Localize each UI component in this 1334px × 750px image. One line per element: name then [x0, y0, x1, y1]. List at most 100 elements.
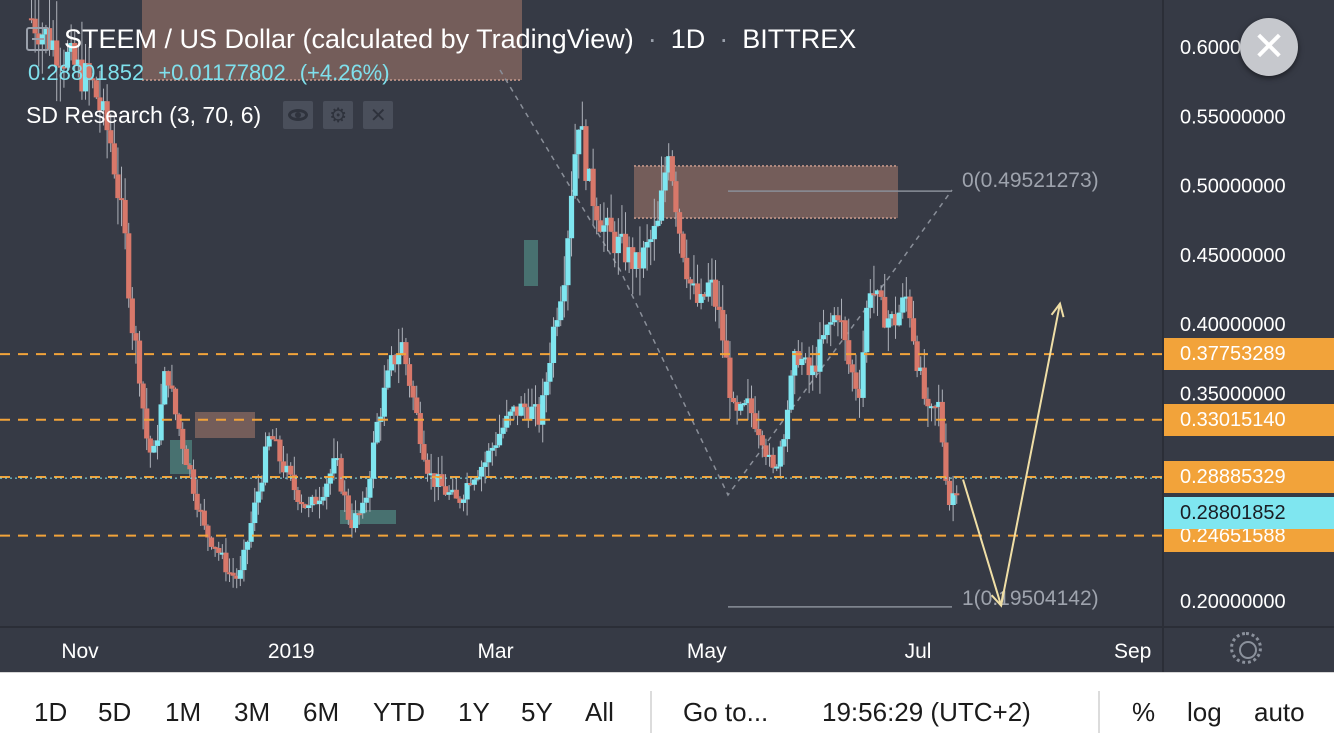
candle-down — [849, 364, 855, 373]
chart-settings-icon[interactable] — [1230, 632, 1262, 664]
candle-up — [540, 395, 546, 425]
candle-up — [774, 466, 780, 469]
candle-down — [622, 233, 629, 263]
candle-up — [219, 552, 225, 555]
candle-down — [93, 80, 99, 98]
candle-down — [183, 448, 189, 466]
candle-up — [370, 442, 377, 479]
candle-up — [388, 355, 395, 371]
candle-up — [666, 156, 672, 173]
candle-up — [507, 411, 513, 416]
range-all-button[interactable]: All — [585, 697, 614, 727]
candle-up — [619, 233, 625, 237]
candle-down — [907, 296, 913, 319]
candle-down — [118, 198, 125, 201]
gear-icon[interactable]: ⚙ — [323, 101, 354, 129]
candle-down — [748, 398, 755, 414]
candle-up — [864, 307, 870, 353]
candle-up — [50, 40, 56, 50]
candle-up — [615, 236, 621, 254]
candle-down — [147, 438, 153, 453]
range-5y-button[interactable]: 5Y — [521, 697, 553, 727]
candle-down — [723, 340, 729, 358]
candle-down — [694, 283, 701, 303]
candle-up — [244, 541, 251, 550]
interval-label[interactable]: 1D — [670, 23, 706, 54]
candle-down — [280, 461, 287, 473]
candle-up — [831, 315, 837, 323]
indicator-name[interactable]: SD Research (3, 70, 6) — [26, 101, 262, 128]
goto-date-button[interactable]: Go to... — [683, 697, 769, 727]
candle-up — [784, 409, 791, 440]
candle-down — [111, 143, 117, 175]
candle-down — [795, 351, 801, 366]
range-6m-button[interactable]: 6M — [303, 697, 340, 727]
price-change-percent: (+4.26%) — [299, 60, 390, 85]
candle-down — [172, 388, 179, 415]
chart-area[interactable]: 0(0.49521273) 1(0.19504142) 0.20000000 0.35… — [0, 0, 1334, 672]
candle-down — [594, 206, 600, 221]
candle-up — [496, 433, 503, 446]
range-1d-button[interactable]: 1D — [34, 697, 68, 727]
auto-scale-toggle[interactable]: auto — [1254, 697, 1305, 727]
candle-down — [424, 459, 431, 474]
y-axis-tick-label: 0.50000000 — [1180, 176, 1286, 198]
range-1m-button[interactable]: 1M — [165, 697, 202, 727]
candle-up — [306, 505, 312, 508]
clock-timezone[interactable]: 19:56:29 (UTC+2) — [822, 697, 1031, 727]
supply-zone — [142, 0, 522, 80]
candle-up — [601, 225, 607, 232]
candle-down — [921, 367, 927, 399]
candle-down — [208, 537, 215, 547]
candle-down — [583, 126, 589, 181]
candle-down — [216, 547, 222, 553]
candle-up — [874, 290, 881, 295]
candle-down — [842, 320, 848, 341]
eye-icon[interactable] — [283, 101, 314, 129]
range-1y-button[interactable]: 1Y — [458, 697, 490, 727]
candle-up — [482, 462, 488, 467]
percent-scale-toggle[interactable]: % — [1132, 697, 1156, 727]
y-axis-tick-label: 0.55000000 — [1180, 106, 1286, 128]
candle-up — [860, 352, 866, 398]
price-chart[interactable]: 0(0.49521273) 1(0.19504142) 0.20000000 0.35… — [0, 0, 1334, 672]
range-5d-button[interactable]: 5D — [98, 697, 132, 727]
candle-down — [597, 220, 603, 232]
candle-down — [115, 174, 121, 199]
candle-down — [61, 66, 67, 69]
candle-down — [525, 407, 531, 420]
candle-up — [644, 241, 650, 248]
candle-down — [187, 465, 193, 470]
fib-level-label: 0(0.49521273) — [962, 169, 1099, 192]
candle-up — [579, 126, 585, 130]
range-3m-button[interactable]: 3M — [234, 697, 271, 727]
candle-down — [468, 483, 474, 486]
candle-down — [190, 469, 197, 494]
candle-down — [684, 257, 690, 280]
close-x-icon: ✕ — [1252, 25, 1286, 69]
candle-up — [446, 492, 452, 495]
range-ytd-button[interactable]: YTD — [373, 697, 425, 727]
candle-down — [943, 442, 949, 481]
candle-down — [590, 168, 596, 207]
harmonic-pattern-line — [499, 69, 953, 497]
candle-up — [334, 458, 341, 461]
log-scale-toggle[interactable]: log — [1187, 697, 1222, 727]
symbol-title[interactable]: STEEM / US Dollar (calculated by Trading… — [64, 23, 634, 54]
candle-up — [493, 445, 499, 448]
candle-up — [572, 154, 578, 196]
collapse-legend-icon[interactable] — [26, 27, 50, 51]
candle-up — [777, 446, 783, 467]
x-axis-tick-label: Jul — [905, 640, 932, 663]
candle-up — [928, 406, 935, 409]
candle-down — [954, 493, 960, 496]
close-icon[interactable]: ✕ — [363, 101, 394, 129]
y-axis-tick-label: 0.45000000 — [1180, 245, 1286, 267]
candle-down — [201, 510, 207, 526]
candle-down — [630, 247, 636, 269]
candle-up — [648, 239, 654, 242]
candle-down — [180, 428, 186, 449]
candle-down — [770, 454, 776, 468]
candle-down — [669, 156, 675, 182]
close-chart-button[interactable]: ✕ — [1240, 18, 1298, 76]
